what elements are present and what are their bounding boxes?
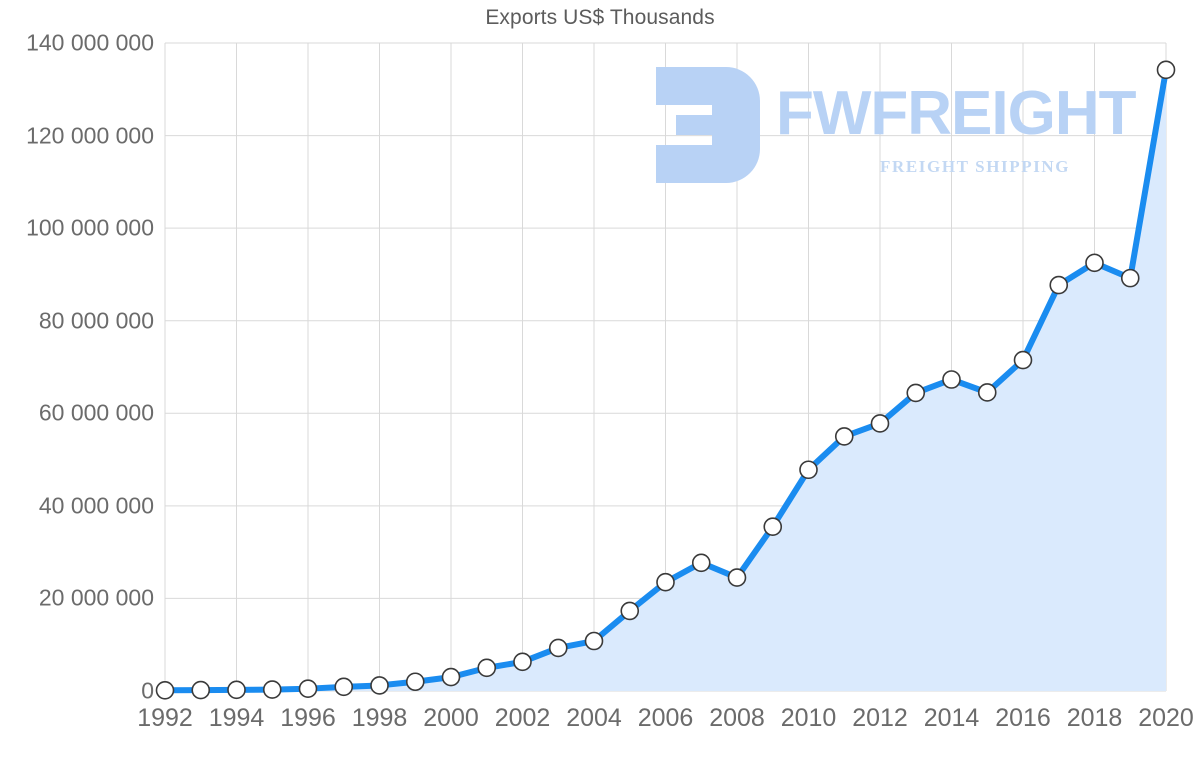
y-tick-label: 0	[141, 677, 154, 704]
x-tick-label: 1994	[208, 704, 265, 732]
data-point-2018[interactable]	[1085, 253, 1104, 273]
area-fill	[165, 69, 1166, 692]
x-tick-label: 2010	[780, 704, 837, 732]
data-point-2004[interactable]	[584, 631, 604, 651]
data-point-2014[interactable]	[942, 370, 961, 389]
chart-title: Exports US$ Thousands	[485, 6, 715, 29]
data-point-1993[interactable]	[191, 680, 211, 700]
x-tick-label: 1996	[280, 704, 336, 732]
y-tick-label: 100 000 000	[26, 214, 154, 241]
y-tick-label: 80 000 000	[38, 307, 154, 334]
data-point-1998[interactable]	[370, 676, 389, 695]
y-tick-label: 60 000 000	[38, 399, 154, 426]
y-tick-label: 140 000 000	[26, 29, 154, 56]
y-tick-label: 40 000 000	[38, 492, 154, 519]
data-point-2019[interactable]	[1120, 268, 1140, 288]
data-point-2015[interactable]	[977, 383, 997, 402]
data-point-2002[interactable]	[513, 652, 532, 672]
data-point-2006[interactable]	[656, 572, 675, 592]
x-tick-label: 2000	[423, 704, 479, 732]
data-point-2001[interactable]	[477, 658, 497, 678]
data-point-1997[interactable]	[334, 677, 354, 697]
data-point-2000[interactable]	[441, 667, 461, 687]
x-tick-label: 2020	[1138, 704, 1194, 732]
series-markers	[155, 60, 1176, 700]
data-point-2013[interactable]	[906, 383, 926, 403]
data-point-2011[interactable]	[834, 427, 854, 446]
y-tick-label: 120 000 000	[26, 122, 154, 149]
data-point-2020[interactable]	[1156, 60, 1176, 80]
data-point-2016[interactable]	[1013, 350, 1033, 370]
data-point-2008[interactable]	[727, 568, 747, 587]
data-point-1995[interactable]	[262, 680, 282, 699]
data-point-1999[interactable]	[405, 672, 425, 692]
data-point-1992[interactable]	[155, 681, 175, 700]
x-tick-label: 2002	[494, 704, 551, 732]
x-tick-label: 2004	[566, 704, 622, 732]
data-point-2009[interactable]	[763, 517, 783, 536]
y-tick-label: 20 000 000	[38, 584, 154, 611]
x-tick-label: 1998	[351, 704, 408, 732]
data-point-1996[interactable]	[298, 679, 318, 698]
data-point-2017[interactable]	[1049, 275, 1069, 295]
x-tick-label: 2018	[1066, 704, 1123, 732]
x-tick-label: 2012	[852, 704, 908, 732]
data-point-2012[interactable]	[870, 414, 890, 433]
data-point-2005[interactable]	[620, 601, 640, 621]
data-point-2010[interactable]	[799, 460, 818, 480]
x-tick-label: 2014	[923, 704, 980, 732]
data-point-2003[interactable]	[548, 638, 568, 658]
x-tick-label: 2008	[709, 704, 765, 732]
data-point-1994[interactable]	[227, 680, 246, 700]
x-tick-label: 2016	[995, 704, 1051, 732]
data-point-2007[interactable]	[691, 553, 711, 573]
x-tick-label: 1992	[137, 704, 193, 732]
x-tick-label: 2006	[637, 704, 694, 732]
